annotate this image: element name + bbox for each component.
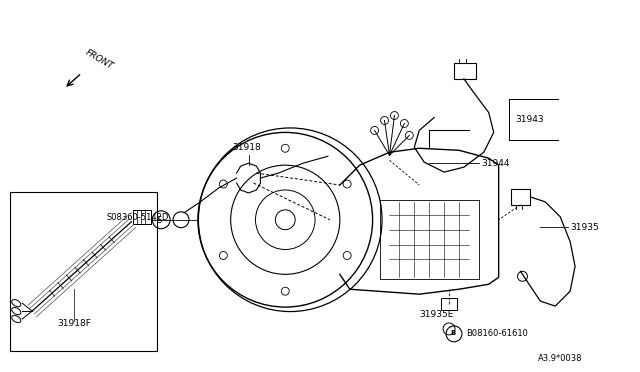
Text: 31918: 31918 [233, 143, 261, 152]
Text: A3.9*0038: A3.9*0038 [538, 354, 583, 363]
Text: FRONT: FRONT [84, 48, 115, 71]
Text: B08160-61610: B08160-61610 [466, 329, 528, 338]
Text: 31944: 31944 [481, 159, 509, 168]
Bar [133, 210, 151, 224]
Text: S08360-5142D: S08360-5142D [107, 213, 169, 222]
Bar [441, 298, 457, 310]
Text: 31935E: 31935E [419, 310, 454, 319]
Text: S: S [156, 216, 161, 225]
Text: 31918F: 31918F [57, 319, 91, 328]
Text: 31943: 31943 [516, 115, 544, 125]
Bar [454, 63, 476, 79]
Bar [511, 189, 531, 205]
Text: B: B [450, 330, 455, 336]
Text: 31935: 31935 [570, 223, 599, 232]
Bar [10, 192, 157, 351]
